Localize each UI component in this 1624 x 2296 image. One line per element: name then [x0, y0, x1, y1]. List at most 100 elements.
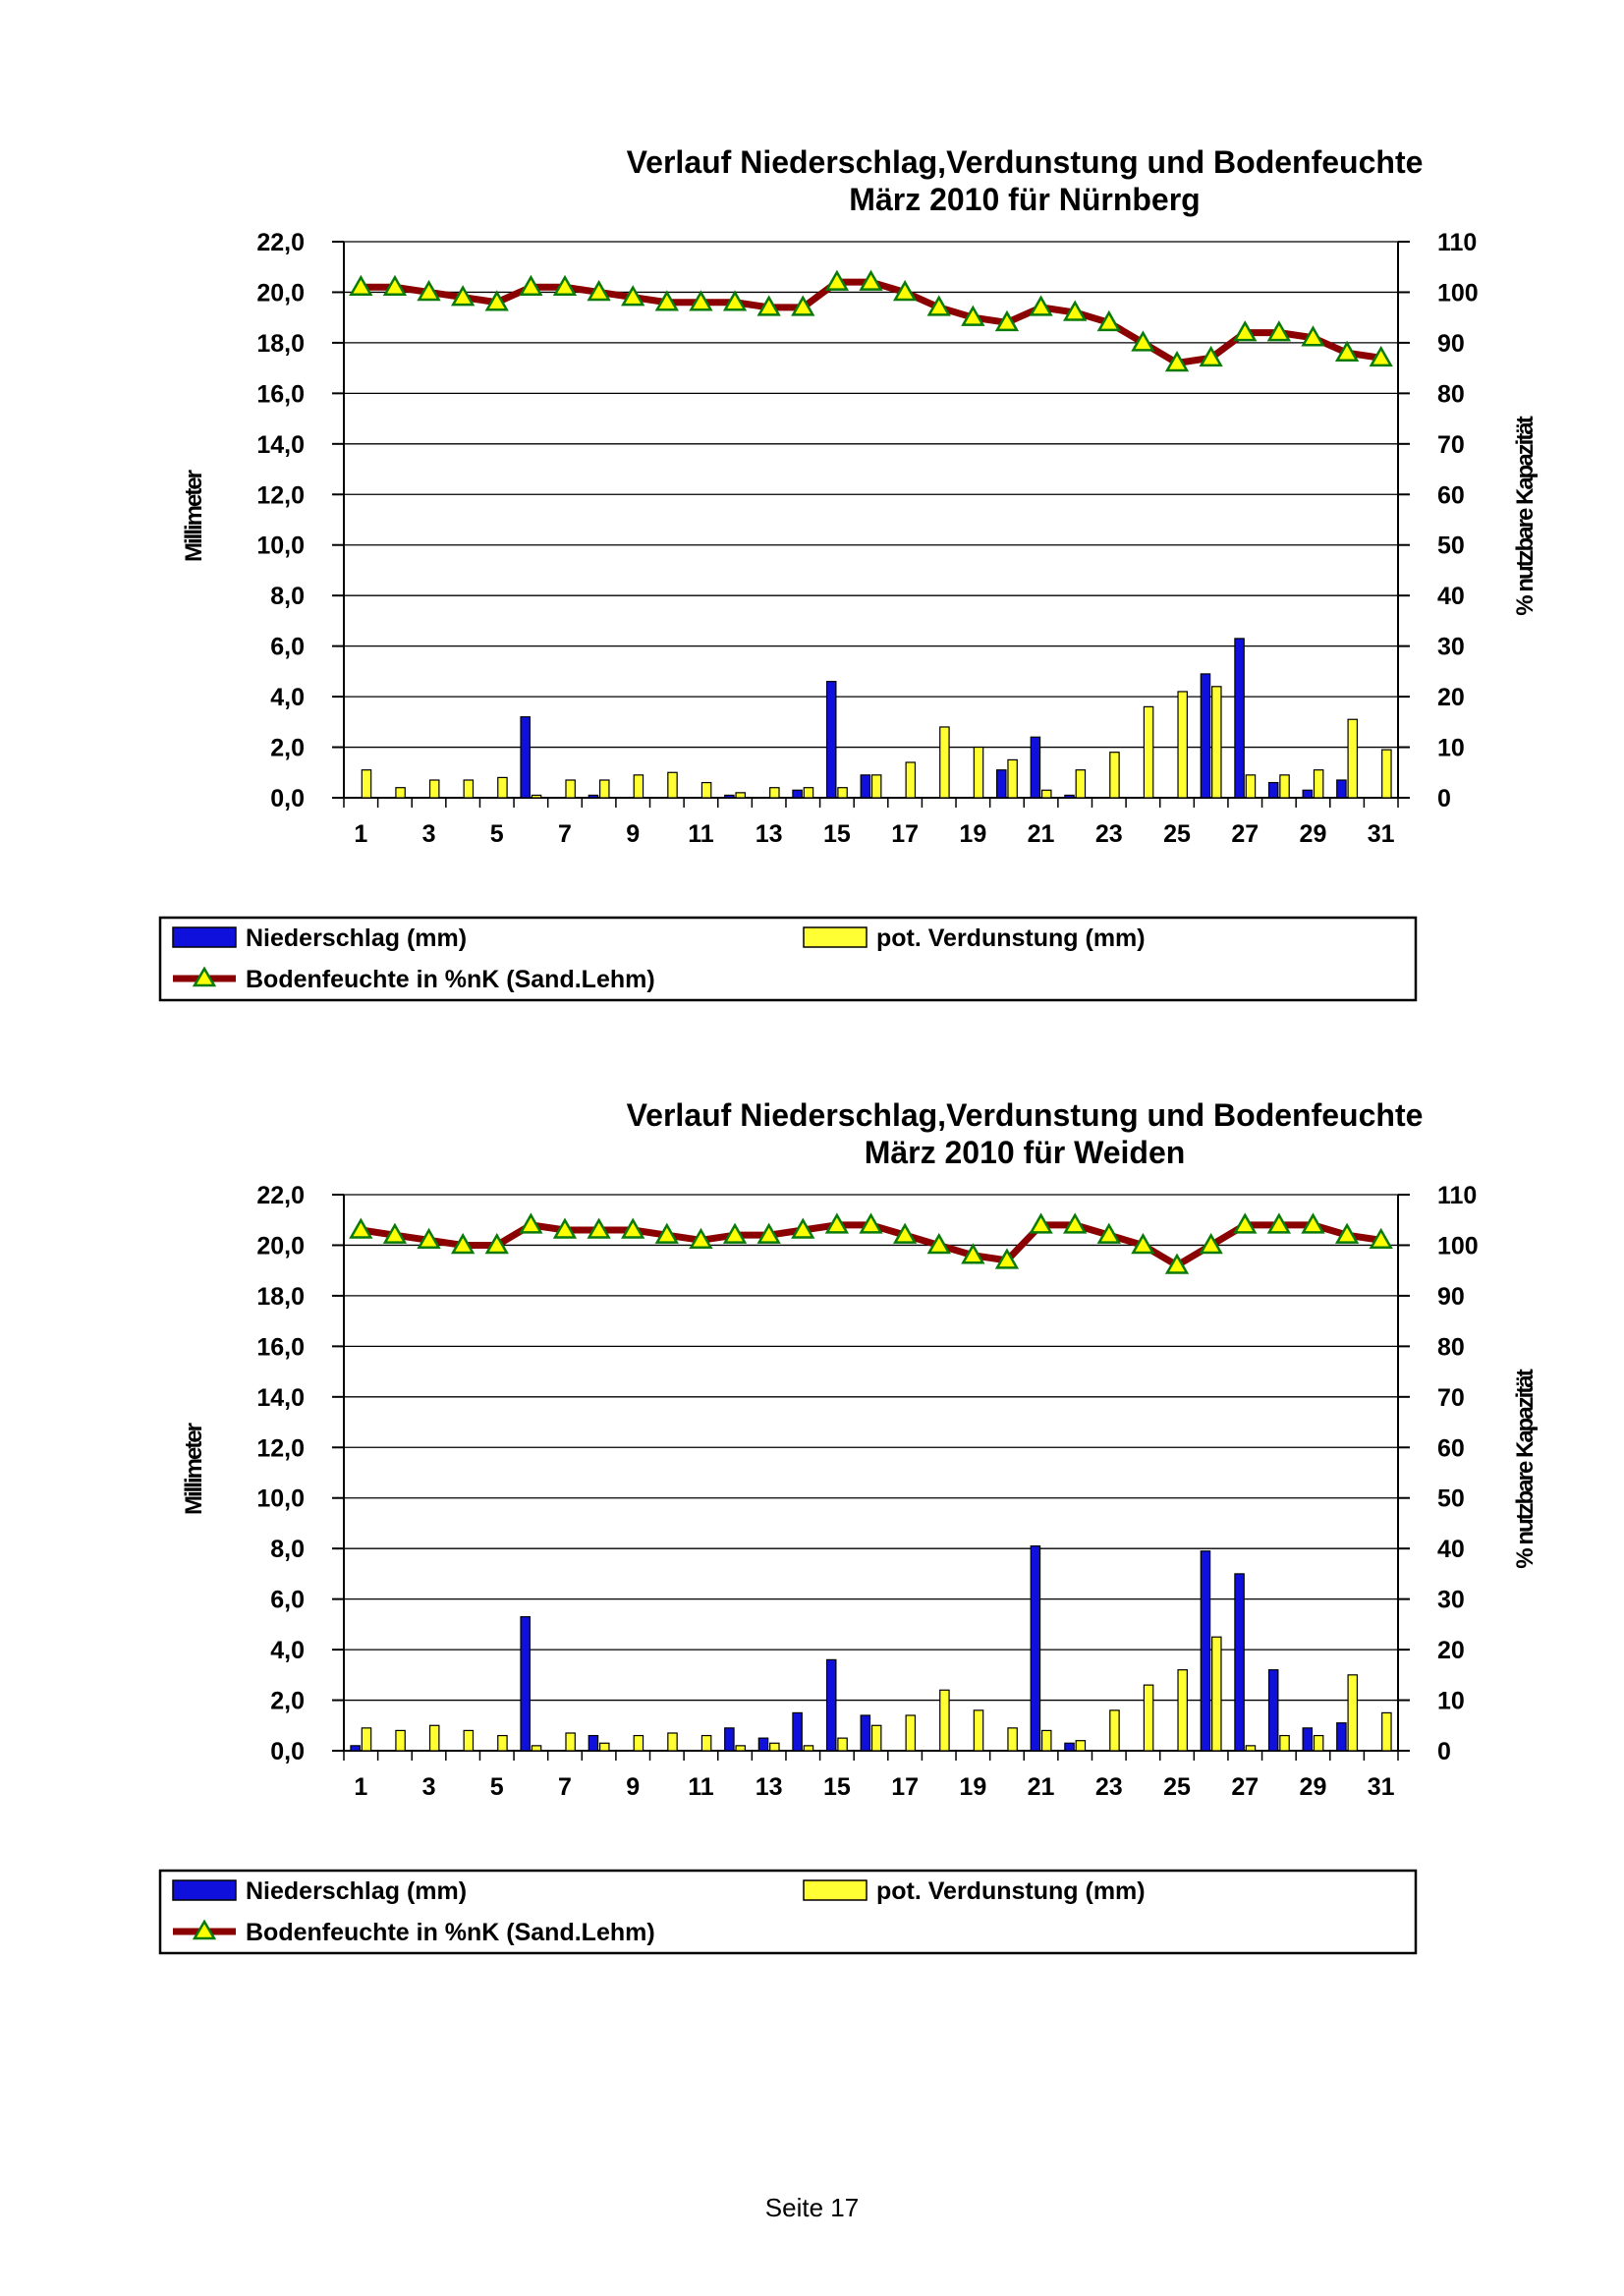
bar-niederschlag	[860, 774, 871, 799]
bar-verdunstung	[361, 1727, 372, 1752]
line-marker	[552, 1217, 578, 1239]
bar-niederschlag	[1234, 638, 1245, 799]
chart-weiden-svg: Verlauf Niederschlag,Verdunstung und Bod…	[158, 1097, 1539, 1955]
bar-verdunstung	[1381, 749, 1392, 799]
bar-verdunstung	[1143, 705, 1154, 799]
bar-verdunstung	[1381, 1711, 1392, 1752]
line-marker	[587, 1217, 611, 1239]
bar-verdunstung	[1279, 1734, 1290, 1752]
y-tick-label: 16,0	[256, 1333, 305, 1361]
y-tick-label: 2,0	[270, 735, 305, 762]
bar-verdunstung	[1007, 758, 1018, 799]
bar-niederschlag	[1336, 779, 1347, 799]
y-axis-label: Millimeter	[181, 1423, 207, 1515]
bar-niederschlag	[825, 1658, 837, 1752]
y-tick-label: 14,0	[256, 1384, 305, 1412]
bar-verdunstung	[497, 776, 508, 799]
y2-tick-label: 0	[1437, 1738, 1451, 1765]
line-marker	[1199, 1232, 1223, 1255]
bar-verdunstung	[361, 769, 372, 799]
bar-verdunstung	[1040, 789, 1052, 799]
legend-label-niederschlag: Niederschlag (mm)	[246, 1877, 467, 1905]
y2-tick-label: 20	[1437, 1637, 1465, 1664]
x-tick-label: 27	[1231, 1773, 1259, 1801]
y-tick-label: 0,0	[270, 785, 305, 812]
y2-tick-label: 40	[1437, 1536, 1465, 1563]
bar-verdunstung	[1075, 1740, 1087, 1752]
y2-axis-label: % nutzbare Kapazität	[1512, 1369, 1539, 1568]
bar-verdunstung	[735, 792, 746, 799]
y2-tick-label: 90	[1437, 1283, 1465, 1311]
line-marker	[892, 279, 918, 302]
legend-marker-bodenfeuchte	[192, 966, 217, 987]
x-tick-label: 21	[1028, 820, 1055, 848]
legend-label-verdunstung: pot. Verdunstung (mm)	[876, 924, 1146, 952]
chart-title: Verlauf Niederschlag,Verdunstung und Bod…	[627, 144, 1424, 180]
bar-verdunstung	[973, 746, 984, 799]
line-marker	[417, 279, 441, 302]
line-marker	[519, 274, 543, 297]
y-tick-label: 14,0	[256, 431, 305, 459]
bar-niederschlag	[1234, 1573, 1245, 1752]
bar-verdunstung	[939, 1689, 950, 1752]
legend-swatch-verdunstung	[803, 926, 868, 948]
y2-tick-label: 100	[1437, 279, 1479, 307]
line-marker	[756, 295, 781, 316]
legend-label-niederschlag: Niederschlag (mm)	[246, 924, 467, 952]
y-tick-label: 20,0	[256, 279, 305, 307]
line-marker	[689, 1227, 713, 1250]
bar-verdunstung	[700, 781, 712, 799]
line-marker	[824, 1212, 850, 1234]
bar-verdunstung	[598, 779, 610, 799]
bar-verdunstung	[598, 1742, 610, 1752]
legend-swatch-niederschlag	[172, 1879, 237, 1901]
bar-verdunstung	[531, 1745, 542, 1752]
x-tick-label: 3	[422, 1773, 436, 1801]
line-marker	[1029, 1212, 1053, 1234]
y-tick-label: 20,0	[256, 1232, 305, 1260]
line-marker	[1369, 1227, 1393, 1250]
bar-niederschlag	[1267, 1669, 1279, 1752]
line-marker	[1164, 350, 1190, 372]
line-marker	[859, 1212, 883, 1234]
line-marker	[1029, 295, 1053, 316]
y2-tick-label: 110	[1437, 229, 1477, 256]
x-tick-label: 31	[1368, 820, 1395, 848]
line-marker	[654, 290, 679, 311]
line-marker	[1266, 1212, 1292, 1234]
bar-verdunstung	[395, 1729, 406, 1752]
bar-verdunstung	[1279, 774, 1290, 799]
bar-niederschlag	[757, 1737, 769, 1752]
line-marker	[484, 290, 509, 311]
bar-niederschlag	[1302, 789, 1314, 799]
line-marker	[1233, 1212, 1258, 1234]
legend-label-bodenfeuchte: Bodenfeuchte in %nK (Sand.Lehm)	[246, 1919, 655, 1946]
y2-tick-label: 70	[1437, 1384, 1465, 1412]
x-tick-label: 25	[1163, 1773, 1191, 1801]
line-marker	[450, 285, 476, 307]
x-tick-label: 29	[1300, 1773, 1327, 1801]
bar-niederschlag	[724, 1727, 735, 1752]
line-marker	[1063, 1212, 1088, 1234]
legend-box	[158, 1869, 1418, 1955]
x-tick-label: 9	[626, 1773, 640, 1801]
bar-verdunstung	[870, 1724, 882, 1752]
bar-verdunstung	[769, 787, 780, 799]
y-tick-label: 16,0	[256, 380, 305, 408]
x-tick-label: 15	[823, 1773, 851, 1801]
y2-tick-label: 110	[1437, 1182, 1477, 1209]
line-marker	[654, 1222, 679, 1244]
y2-axis-label: % nutzbare Kapazität	[1512, 416, 1539, 615]
y2-tick-label: 40	[1437, 583, 1465, 610]
legend-box	[158, 916, 1418, 1002]
line-marker	[1301, 1212, 1325, 1234]
bar-verdunstung	[633, 774, 644, 799]
x-tick-label: 5	[490, 820, 504, 848]
x-tick-label: 1	[354, 1773, 367, 1801]
x-tick-label: 11	[688, 820, 714, 848]
y-tick-label: 12,0	[256, 1434, 305, 1462]
bar-verdunstung	[735, 1745, 746, 1752]
y-tick-label: 6,0	[270, 1587, 305, 1614]
chart-subtitle: März 2010 für Weiden	[865, 1135, 1186, 1170]
line-marker	[450, 1232, 476, 1255]
